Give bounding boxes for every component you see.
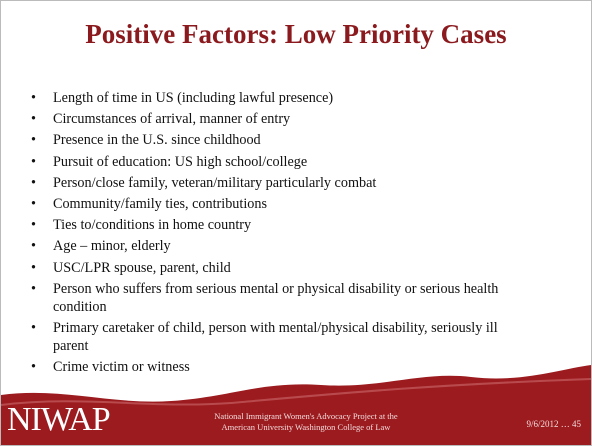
bullet: Ties to/conditions in home country <box>31 216 521 234</box>
slide: Positive Factors: Low Priority Cases Len… <box>0 0 592 446</box>
page: Positive Factors: Low Priority Cases Len… <box>0 0 592 446</box>
bullet: Person/close family, veteran/military pa… <box>31 174 521 192</box>
bullet: Primary caretaker of child, person with … <box>31 319 521 355</box>
bullet: Age – minor, elderly <box>31 237 521 255</box>
bullet: USC/LPR spouse, parent, child <box>31 259 521 277</box>
bullet: Community/family ties, contributions <box>31 195 521 213</box>
bullet: Length of time in US (including lawful p… <box>31 89 521 107</box>
bullet: Person who suffers from serious mental o… <box>31 280 521 316</box>
bullet: Circumstances of arrival, manner of entr… <box>31 110 521 128</box>
bullet-list: Length of time in US (including lawful p… <box>31 89 521 379</box>
org-line: National Immigrant Women's Advocacy Proj… <box>201 411 411 422</box>
date-page: 9/6/2012 … 45 <box>526 419 581 429</box>
logo: NIWAP <box>7 401 110 439</box>
org-text: National Immigrant Women's Advocacy Proj… <box>201 411 411 433</box>
bullet: Presence in the U.S. since childhood <box>31 131 521 149</box>
slide-title: Positive Factors: Low Priority Cases <box>1 19 591 50</box>
bullet: Pursuit of education: US high school/col… <box>31 153 521 171</box>
org-line: American University Washington College o… <box>201 422 411 433</box>
